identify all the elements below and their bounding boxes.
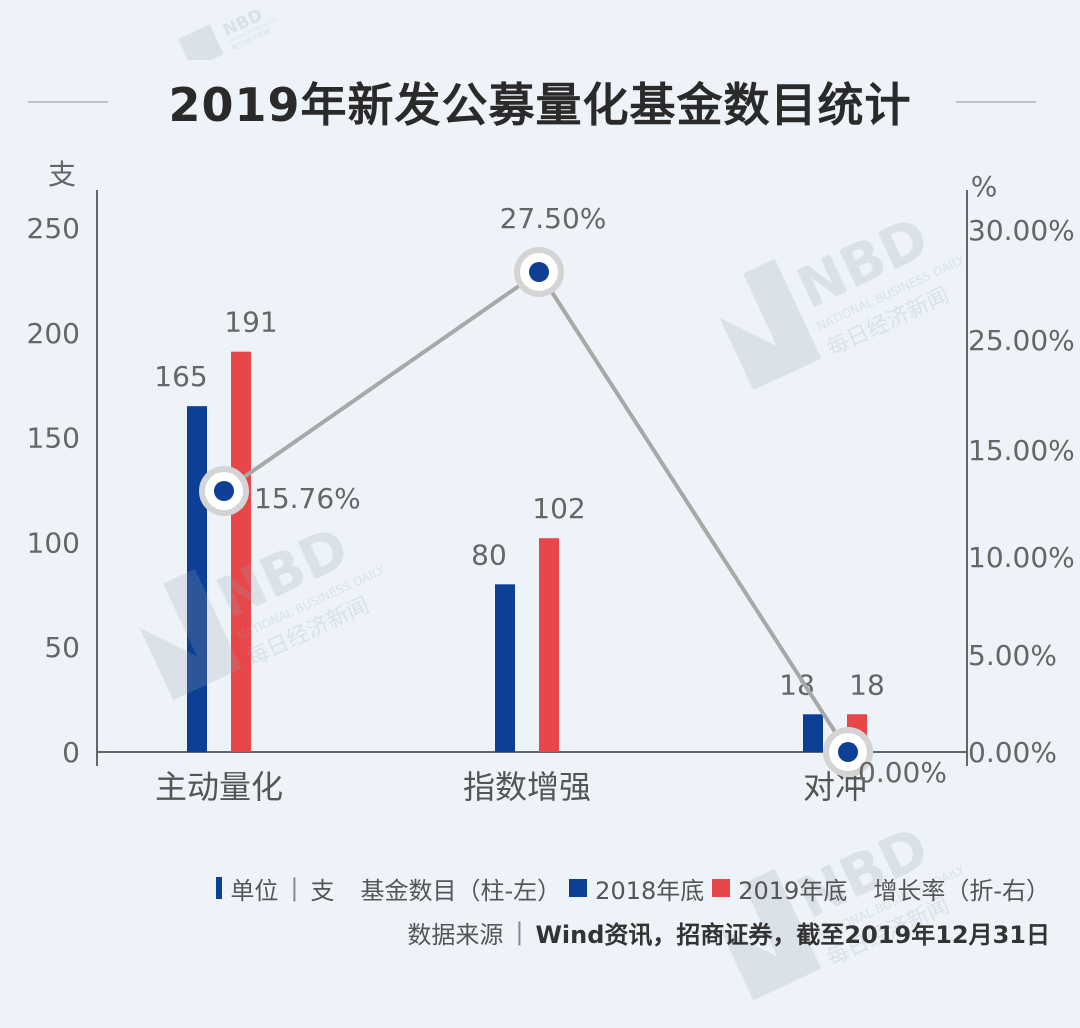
right-tick-label: 15.00% (968, 434, 1075, 467)
growth-value-label: 15.76% (254, 482, 361, 515)
bar-value-label: 18 (849, 668, 885, 701)
right-tick-label: 30.00% (968, 214, 1075, 247)
right-tick-label: 25.00% (968, 324, 1075, 357)
growth-value-label: 0.00% (858, 756, 947, 789)
category-label: 主动量化 (155, 768, 283, 806)
title-rule-right (956, 101, 1036, 103)
bar-2019 (231, 351, 251, 752)
left-tick-label: 100 (27, 526, 80, 559)
legend-line-label: 增长率（折-右） (873, 876, 1050, 905)
right-axis-unit: % (971, 170, 998, 203)
bar-value-label: 80 (471, 538, 507, 571)
bar-value-label: 165 (154, 360, 207, 393)
source-label: 数据来源 (407, 920, 504, 949)
source-separator: | (515, 918, 524, 946)
bar-2018 (495, 584, 515, 752)
right-tick-label: 5.00% (968, 639, 1057, 672)
growth-value-label: 27.50% (500, 202, 607, 235)
bar-value-label: 191 (224, 306, 277, 339)
left-tick-label: 200 (27, 317, 80, 350)
right-tick-label: 0.00% (968, 736, 1057, 769)
legend-unit-label: 单位 (230, 876, 279, 905)
left-axis-unit: 支 (48, 158, 76, 191)
legend-swatch-2019 (712, 879, 731, 897)
legend-series-2019: 2019年底 (738, 876, 848, 905)
left-tick-label: 150 (27, 422, 80, 455)
source-value: Wind资讯，招商证券，截至2019年12月31日 (535, 920, 1050, 949)
source-line: 数据来源 | Wind资讯，招商证券，截至2019年12月31日 (407, 912, 1050, 952)
legend-separator: | (290, 874, 299, 902)
growth-point (529, 262, 549, 282)
category-label: 指数增强 (463, 768, 591, 806)
legend-swatch-2018 (569, 879, 588, 897)
bar-value-label: 102 (532, 492, 585, 525)
bar-2018 (803, 714, 823, 752)
unit-marker (216, 877, 223, 899)
bar-2019 (539, 538, 559, 752)
left-tick-label: 50 (44, 631, 80, 664)
title-rule-left (28, 101, 108, 103)
right-tick-label: 10.00% (968, 541, 1075, 574)
legend-unit-value: 支 (310, 876, 335, 905)
bar-2018 (187, 406, 207, 752)
chart-title: 2019年新发公募量化基金数目统计 (168, 78, 912, 132)
chart-svg: 0 50 100 150 200 250 支 0.00% 5.00% 10.00% 15.00% 25… (27, 158, 1075, 806)
legend-series-2018: 2018年底 (595, 876, 705, 905)
growth-point (838, 742, 858, 762)
growth-point (214, 481, 234, 501)
legend-bar-label: 基金数目（柱-左） (360, 876, 562, 905)
legend: 单位 | 支 基金数目（柱-左） 2018年底 2019年底 增长率（折-右） (216, 868, 1050, 908)
left-tick-label: 250 (27, 212, 80, 245)
left-tick-label: 0 (62, 736, 80, 769)
